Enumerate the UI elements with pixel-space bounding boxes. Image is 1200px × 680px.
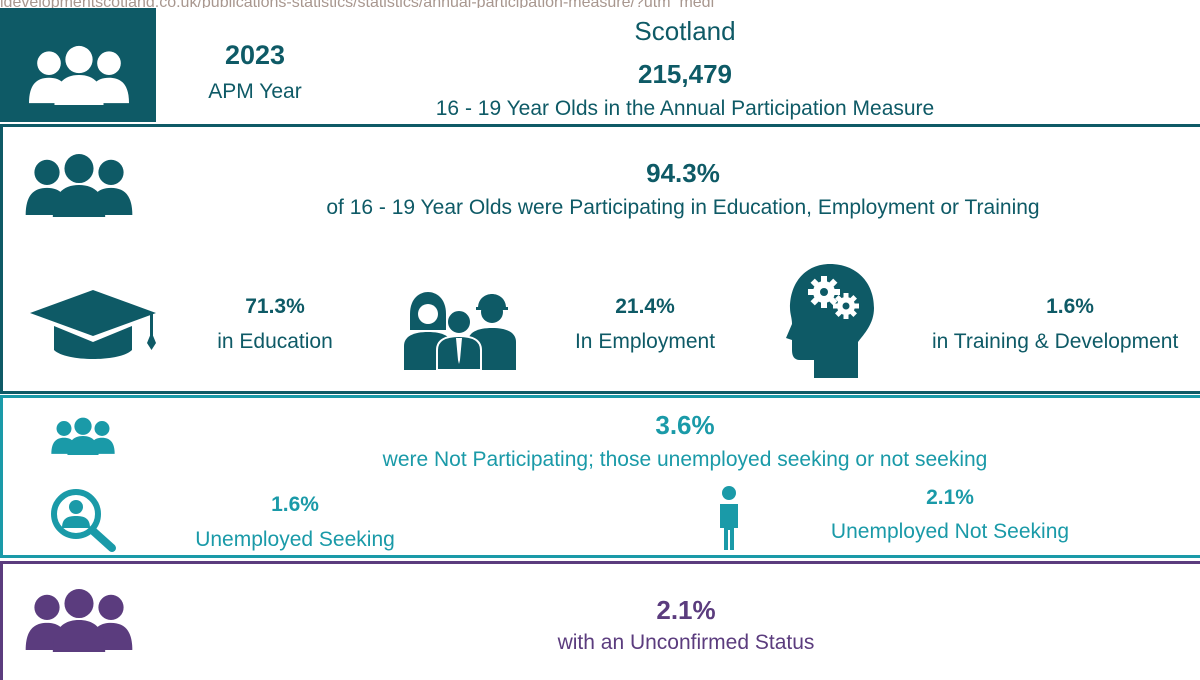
training-label: in Training & Development [932,330,1179,353]
employment-percent: 21.4% [615,295,675,318]
total-label: 16 - 19 Year Olds in the Annual Particip… [435,97,935,120]
not-participating-label: were Not Participating; those unemployed… [382,448,988,471]
not-participating-percent: 3.6% [655,410,715,440]
education-percent: 71.3% [245,295,305,318]
employment-label: In Employment [574,330,716,353]
not-participating-section [0,395,1200,558]
apm-year-value: 2023 [224,40,286,70]
participating-percent: 94.3% [646,158,720,188]
head-gears-icon [786,264,874,378]
browser-url-fragment: idevelopmentscotland.co.uk/publications-… [0,0,1200,8]
people-group-icon [24,153,134,217]
unconfirmed-label: with an Unconfirmed Status [557,631,815,654]
education-label: in Education [217,330,333,353]
people-group-icon [28,45,130,105]
header-icon-box [0,8,156,122]
training-percent: 1.6% [1046,295,1094,318]
unemployed-seeking-label: Unemployed Seeking [195,528,395,551]
participating-label: of 16 - 19 Year Olds were Participating … [326,196,1040,219]
magnifier-person-icon [51,489,116,552]
apm-year-label: APM Year [208,80,302,103]
unemployed-seeking-percent: 1.6% [271,493,319,516]
unemployed-not-seeking-percent: 2.1% [926,486,974,509]
people-group-icon [49,417,117,455]
participating-section [0,124,1200,394]
graduation-cap-icon [30,290,156,359]
unemployed-not-seeking-label: Unemployed Not Seeking [830,520,1070,543]
workers-icon [404,292,516,370]
total-count: 215,479 [638,59,732,89]
unconfirmed-section [0,561,1200,680]
unconfirmed-percent: 2.1% [656,595,716,625]
person-standing-icon [720,486,738,550]
people-group-icon [24,588,134,652]
region-title: Scotland [634,16,736,46]
